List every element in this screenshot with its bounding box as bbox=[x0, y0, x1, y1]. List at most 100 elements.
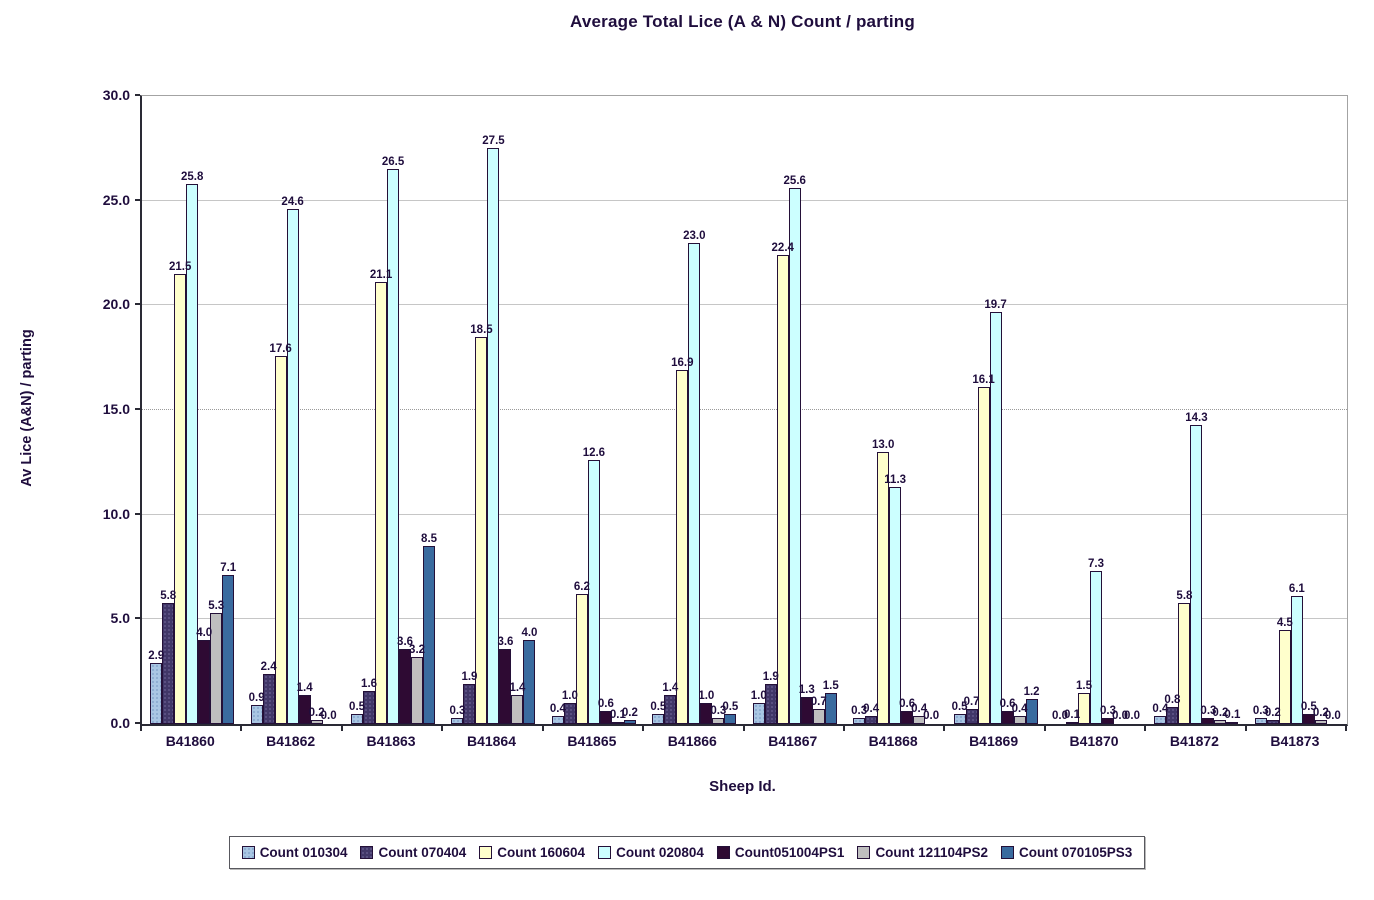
bar-value-label: 0.4 bbox=[911, 702, 928, 715]
x-tick-mark bbox=[541, 725, 544, 731]
gridline bbox=[142, 199, 1347, 201]
x-tick-mark bbox=[642, 725, 645, 731]
x-category-label: B41864 bbox=[466, 733, 516, 749]
bar: 0.5 bbox=[650, 701, 666, 724]
bar-value-label: 0.0 bbox=[1124, 710, 1140, 722]
bar-value-label: 0.6 bbox=[597, 698, 614, 711]
x-tick-mark bbox=[943, 725, 946, 731]
bar-value-label: 4.0 bbox=[196, 627, 213, 640]
bar: 0.5 bbox=[1301, 701, 1317, 724]
legend-swatch bbox=[241, 846, 255, 859]
bar-value-label: 0.1 bbox=[1064, 708, 1080, 721]
x-category-label: B41866 bbox=[667, 733, 717, 749]
bar-value-label: 0.2 bbox=[308, 706, 325, 719]
legend-item: Count 010304 bbox=[241, 845, 348, 860]
bar-value-label: 0.3 bbox=[449, 704, 466, 717]
bar: 4.5 bbox=[1277, 617, 1293, 724]
bar-value-label: 27.5 bbox=[482, 135, 505, 148]
y-tick-label: 0.0 bbox=[110, 715, 130, 731]
x-tick-mark bbox=[441, 725, 444, 731]
bar: 0.3 bbox=[851, 705, 867, 724]
bar: 22.4 bbox=[772, 242, 794, 724]
x-category-label: B41867 bbox=[768, 733, 818, 749]
bar-value-label: 5.8 bbox=[160, 589, 177, 602]
x-category-labels: B41860 B41862 B41863 B41864 B41865 B41866 B418… bbox=[140, 733, 1345, 749]
bar-value-label: 1.6 bbox=[361, 677, 378, 690]
bar-value-label: 0.2 bbox=[1264, 706, 1281, 719]
x-category-label: B41865 bbox=[567, 733, 617, 749]
bar: 6.1 bbox=[1289, 583, 1305, 724]
bar-value-label: 1.0 bbox=[698, 690, 715, 703]
bar: 1.9 bbox=[461, 671, 477, 724]
bar-group: 0.3 0.2 4.5 6.1 0.5 0.2 0.0 bbox=[1247, 96, 1347, 724]
bar-value-label: 17.6 bbox=[269, 342, 292, 355]
bar: 1.0 bbox=[562, 690, 578, 724]
x-tick-mark bbox=[1043, 725, 1046, 731]
chart-title: Average Total Lice (A & N) Count / parti… bbox=[570, 12, 915, 31]
bar-group: 0.9 2.4 17.6 24.6 1.4 0.2 0.0 bbox=[242, 96, 342, 724]
legend-label: Count 010304 bbox=[259, 845, 348, 860]
bar: 6.2 bbox=[574, 581, 590, 724]
legend: Count 010304 Count 070404 Count 160604 Coun… bbox=[0, 836, 1374, 869]
bar-value-label: 0.4 bbox=[863, 702, 880, 715]
gridline bbox=[142, 513, 1347, 515]
bar-value-label: 0.3 bbox=[1100, 704, 1116, 717]
bar-value-label: 26.5 bbox=[381, 156, 405, 169]
bar-value-label: 1.0 bbox=[750, 690, 767, 703]
bar-value-label: 3.6 bbox=[497, 635, 514, 648]
bar: 8.5 bbox=[421, 533, 437, 724]
bar-value-label: 12.6 bbox=[582, 447, 606, 460]
bar: 1.9 bbox=[763, 671, 779, 724]
y-tick-label: 20.0 bbox=[102, 296, 130, 313]
bar: 0.1 bbox=[610, 709, 626, 724]
legend-label: Count 070404 bbox=[378, 845, 467, 860]
bar: 0.7 bbox=[964, 696, 980, 724]
bar-value-label: 0.5 bbox=[349, 700, 366, 713]
bar-value-label: 0.4 bbox=[1152, 702, 1169, 715]
legend-item: Count 160604 bbox=[479, 845, 585, 860]
bar-value-label: 25.6 bbox=[783, 175, 806, 188]
y-axis-title: Av Lice (A&N) / parting bbox=[19, 329, 35, 487]
bar: 1.5 bbox=[823, 680, 839, 724]
bar-value-label: 24.6 bbox=[281, 196, 304, 209]
bar: 19.7 bbox=[984, 299, 1007, 724]
bar-group: 1.0 1.9 22.4 25.6 1.3 0.7 1.5 bbox=[745, 96, 845, 724]
x-category-label: B41860 bbox=[165, 733, 215, 749]
bar-value-label: 3.6 bbox=[397, 635, 414, 648]
bar-value-label: 4.5 bbox=[1276, 616, 1293, 629]
bar: 14.3 bbox=[1185, 412, 1208, 724]
bar-value-label: 0.2 bbox=[1312, 706, 1329, 719]
bar-value-label: 4.0 bbox=[521, 627, 538, 640]
x-tick-mark bbox=[1244, 725, 1247, 731]
bar: 0.5 bbox=[722, 701, 738, 724]
bar-value-label: 0.7 bbox=[963, 696, 980, 709]
bar-value-label: 0.9 bbox=[248, 692, 265, 705]
bar: 7.3 bbox=[1088, 558, 1104, 724]
bar: 23.0 bbox=[683, 230, 706, 724]
y-tick-label: 15.0 bbox=[102, 401, 130, 417]
bar: 4.0 bbox=[521, 627, 537, 724]
bar-value-label: 1.9 bbox=[762, 671, 779, 684]
bar-value-label: 1.0 bbox=[561, 690, 578, 703]
bar: 1.6 bbox=[361, 678, 377, 724]
bar: 0.9 bbox=[249, 692, 265, 724]
bar-value-label: 23.0 bbox=[683, 229, 706, 242]
bar: 1.5 bbox=[1076, 680, 1092, 724]
bar-value-label: 0.8 bbox=[1164, 694, 1181, 707]
bar: 0.1 bbox=[1224, 709, 1240, 724]
legend-swatch bbox=[360, 846, 374, 859]
bar: 18.5 bbox=[470, 324, 493, 724]
bar-value-label: 1.9 bbox=[461, 671, 478, 684]
bar: 17.6 bbox=[269, 343, 292, 724]
gridline bbox=[142, 618, 1347, 620]
bar: 1.4 bbox=[509, 682, 525, 724]
bar-group: 0.3 0.4 13.0 11.3 0.6 0.4 0.0 bbox=[845, 96, 945, 724]
bar-value-label: 19.7 bbox=[984, 298, 1007, 311]
bar: 26.5 bbox=[382, 156, 404, 724]
bar-value-label: 1.4 bbox=[509, 681, 526, 694]
bar: 0.3 bbox=[710, 705, 726, 724]
legend-label: Count 121104PS2 bbox=[875, 845, 988, 860]
x-tick-mark bbox=[1144, 725, 1147, 731]
gridline bbox=[142, 409, 1347, 410]
y-tick-mark bbox=[135, 722, 140, 724]
